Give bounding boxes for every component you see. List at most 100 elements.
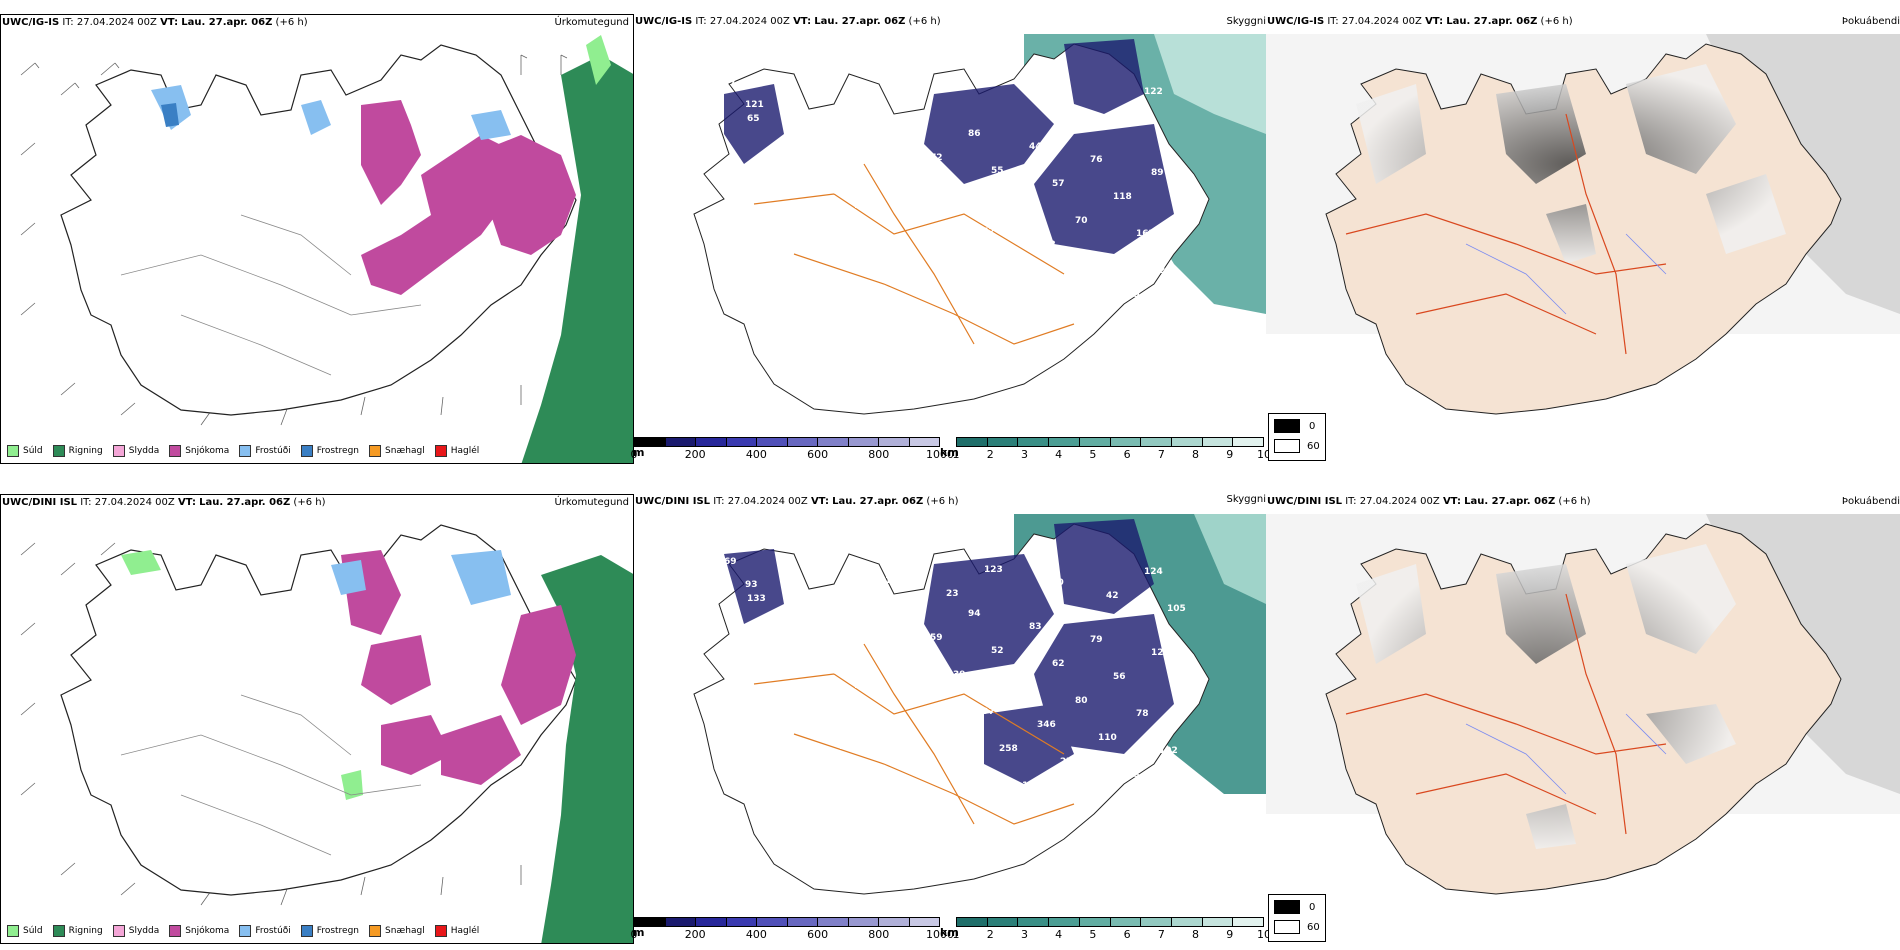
colorbar-tick: 800 [868,928,890,941]
snow-area [361,100,576,295]
cloud-base-label: 241 [1159,266,1178,276]
cloud-base-label: 45 [1174,685,1187,695]
colorbar-segment [696,918,727,926]
colorbar-segment [726,438,757,446]
cloud-base-label: 229 [760,759,779,769]
fog-panel-row1: UWC/IG-IS IT: 27.04.2024 00Z VT: Lau. 27… [1266,14,1900,464]
cloud-base-label: 33 [768,617,781,627]
legend-item: Frostúði [239,925,291,937]
fog-legend-row1: 0 60 [1268,413,1326,461]
cloud-base-label: 17 [846,103,859,113]
panel-header: UWC/IG-IS IT: 27.04.2024 00Z VT: Lau. 27… [635,16,941,27]
cloud-base-label: 187 [915,214,934,224]
cloud-base-colorbar-row1: 0 200 400 600 800 1000 m [630,437,954,461]
colorbar-tick: 0 [630,448,638,461]
precip-map-row2 [20,524,633,943]
cloud-base-label: 355 [783,316,802,326]
cloud-base-label: 1 [785,90,791,100]
cloud-base-label: 53 [770,151,783,161]
cloud-base-label: 110 [1098,733,1117,743]
colorbar-segment [726,918,757,926]
colorbar-segment [757,438,788,446]
cloud-base-label: 113 [877,238,896,248]
colorbar-segment [818,438,849,446]
panel-title: Skyggni [1226,16,1266,27]
legend-item: Snæhagl [369,445,425,457]
cloud-base-label: 108 [793,668,812,678]
legend-item: Slydda [112,445,159,457]
colorbar-segment [665,438,696,446]
cloud-base-label: 155 [816,225,835,235]
colorbar-tick: 3 [1020,928,1028,941]
cloud-base-colorbar-row2: 0 200 400 600 800 1000 m [631,917,954,941]
cloud-base-label: 79 [1090,635,1103,645]
cloud-base-label: 99 [783,796,796,806]
cloud-base-label: 105 [1167,604,1186,614]
colorbar-tick: 600 [807,448,829,461]
cloud-base-label: 59 [930,633,943,643]
panel-title: Úrkomutegund [554,497,629,508]
cloud-map-row2: 69 98 105 37 94 83 79 121 133 117 63 59 52 62 56 45 46 47… [693,514,1266,895]
cloud-base-label: 102 [869,140,888,150]
colorbar-tick: 1 [952,448,960,461]
cloud-base-label: 280 [1045,578,1064,588]
colorbar-segment [818,918,849,926]
cloud-base-label: 70 [1075,216,1088,226]
precip-panel-row2: UWC/DINI ISL IT: 27.04.2024 00Z VT: Lau.… [0,494,634,944]
cloud-base-label: 258 [999,744,1018,754]
colorbar-tick: 6 [1123,928,1131,941]
precip-legend: Súld Rigning Slydda Snjókoma Frostúði Fr… [7,445,479,457]
legend-item: Frostregn [300,925,359,937]
cloud-base-label: 104 [808,127,827,137]
cloud-base-label: 52 [991,646,1004,656]
colorbar-segment [1079,438,1111,446]
cloud-base-label: 179 [1121,290,1140,300]
colorbar-segment [1049,438,1080,446]
colorbar-tick: 800 [868,448,890,461]
cloud-base-label: 39 [953,670,966,680]
cloud-base-label: 497 [976,707,995,717]
colorbar-segment [1049,918,1080,926]
cloud-base-label: 391 [806,593,825,603]
colorbar-segment [1171,918,1203,926]
cloud-map-row1: 77 1 17 38 86 44 76 89 65 104 102 72 55 57 118 116 53 81 1… [693,34,1266,415]
cloud-base-label: 236 [1060,277,1079,287]
cloud-base-label: 103 [854,201,873,211]
cloud-base-label: 80 [1075,696,1088,706]
cloud-base-label: 77 [724,77,737,87]
legend-item: Súld [7,445,43,457]
cloud-base-label: 55 [829,630,842,640]
colorbar-segment [1079,918,1111,926]
colorbar-segment [787,438,818,446]
cloud-base-label: 92 [806,113,819,123]
colorbar-segment [1141,438,1172,446]
cloud-base-label: 344 [938,251,957,261]
panel-header: UWC/DINI ISL IT: 27.04.2024 00Z VT: Lau.… [1267,496,1591,507]
colorbar-segment [848,438,879,446]
colorbar-tick: 400 [745,448,767,461]
cloud-base-label: 47 [831,644,844,654]
cloud-base-label: 76 [1090,155,1103,165]
panel-header: UWC/DINI ISL IT: 27.04.2024 00Z VT: Lau.… [635,496,959,507]
cloud-base-label: 122 [1144,87,1163,97]
cloud-base-label: 62 [1052,659,1065,669]
panel-title: Úrkomutegund [554,17,629,28]
colorbar-tick: 2 [986,448,994,461]
cloud-base-label: 115 [737,722,756,732]
cloud-base-label: 114 [1083,314,1102,324]
cloud-panel-row1: 77 1 17 38 86 44 76 89 65 104 102 72 55 57 118 116 53 81 1… [634,14,1266,464]
colorbar-segment [957,918,988,926]
cloud-base-label: 43 [1014,203,1027,213]
cloud-base-label: 72 [930,153,943,163]
cloud-base-label: 69 [724,557,737,567]
legend-item: Snjókoma [169,925,229,937]
cloud-base-label: 105 [846,583,865,593]
cloud-base-label: 174 [793,188,812,198]
fog-map-row2 [1266,514,1900,895]
cloud-base-label: 340 [938,731,957,741]
cloud-base-label: 56 [1113,672,1126,682]
colorbar-tick: 8 [1192,448,1200,461]
colorbar-segment [879,918,910,926]
cloud-base-label: 84 [862,779,875,789]
visibility-colorbar-row2: 1 2 3 4 5 6 7 8 9 10 km [940,917,1271,941]
